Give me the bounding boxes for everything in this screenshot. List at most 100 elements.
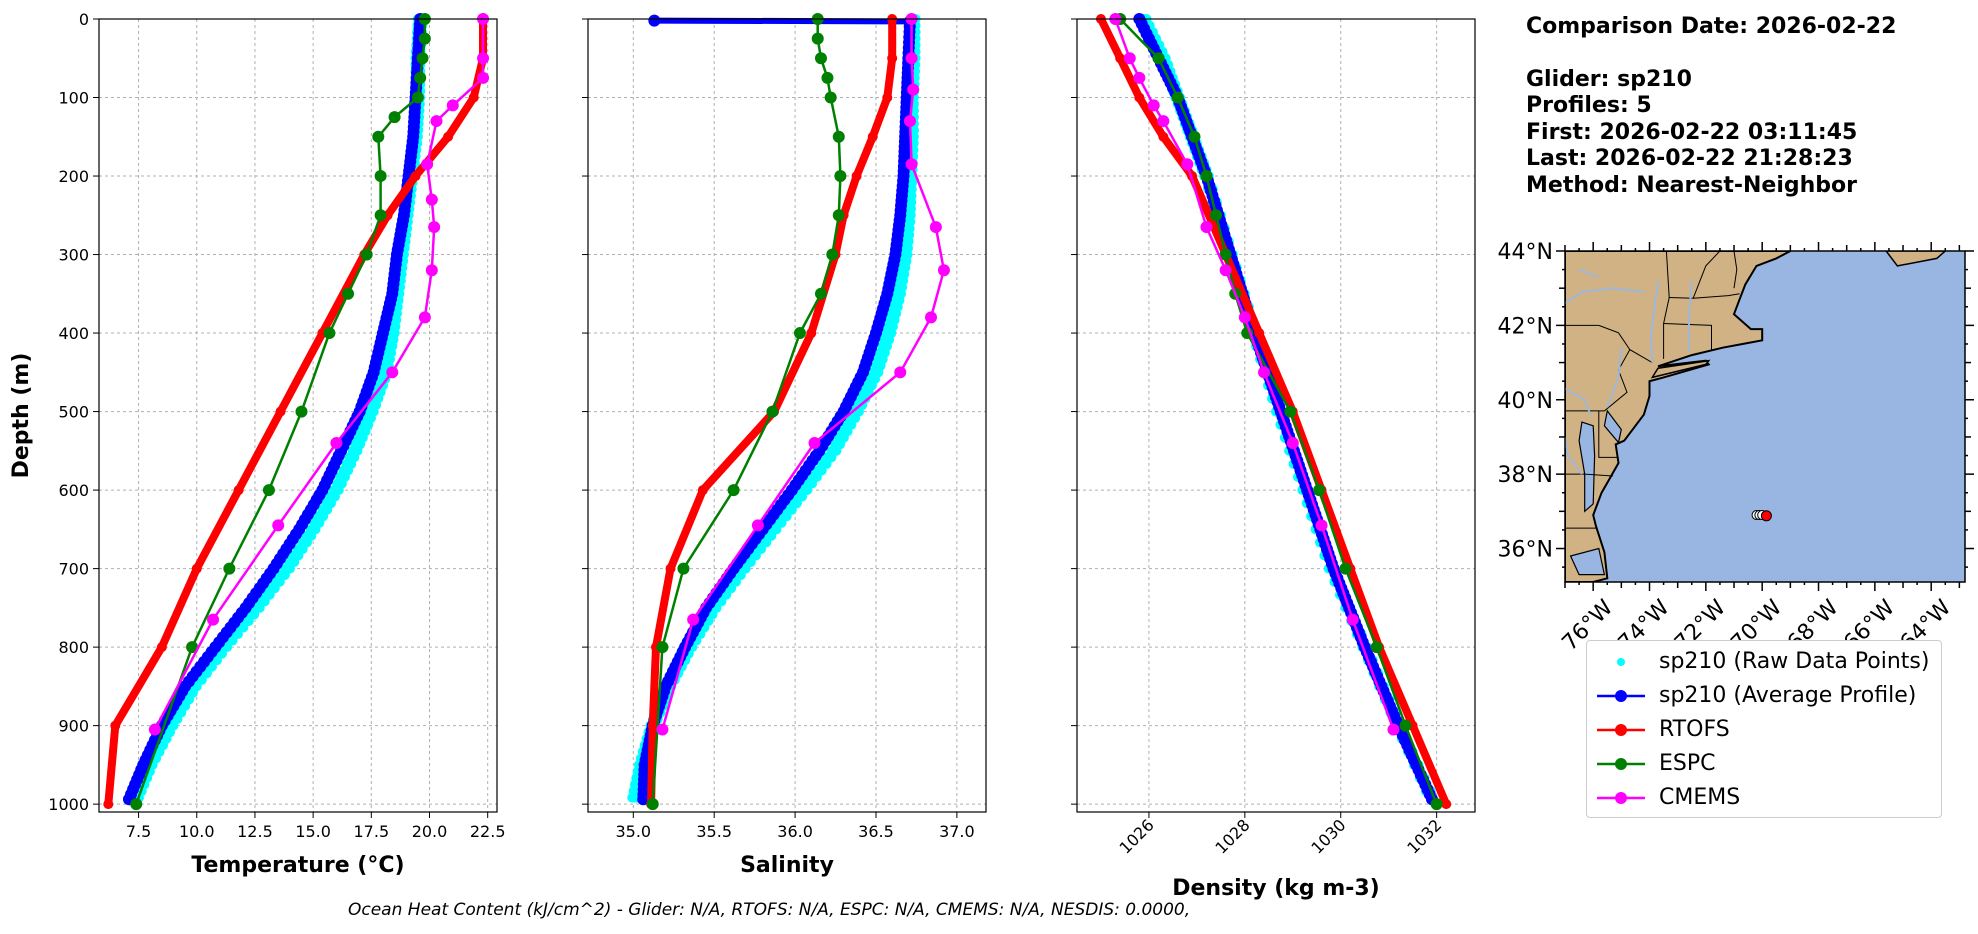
- series-cmems-marker: [1258, 366, 1271, 379]
- legend: sp210 (Raw Data Points) sp210 (Average Pr…: [1586, 640, 1942, 818]
- series-cmems-marker: [656, 723, 669, 736]
- series-cmems-marker: [751, 519, 764, 532]
- x-tick-label: 1026: [1116, 815, 1158, 857]
- series-espc-marker: [418, 32, 431, 45]
- state-border: [1565, 473, 1613, 477]
- state-border: [1669, 293, 1740, 299]
- series-espc-marker: [824, 91, 837, 104]
- series-rtofs-marker: [1441, 799, 1452, 810]
- series-espc-marker: [342, 287, 355, 300]
- river: [1565, 387, 1592, 415]
- series-rtofs-marker: [1115, 53, 1126, 64]
- series-rtofs-marker: [882, 92, 893, 103]
- profile-series-group: [1095, 13, 1452, 811]
- legend-swatch: [1597, 758, 1645, 770]
- river: [1565, 287, 1645, 304]
- river: [1649, 280, 1659, 363]
- x-tick-label: 17.5: [354, 822, 390, 841]
- series-espc-marker: [1284, 405, 1297, 418]
- x-tick-label: 37.0: [939, 822, 975, 841]
- x-tick-label: 36.0: [777, 822, 813, 841]
- series-rtofs-marker: [156, 642, 167, 653]
- series-cmems-marker: [1238, 311, 1251, 324]
- x-axis-label: Salinity: [740, 853, 834, 878]
- series-cmems-marker: [207, 613, 220, 626]
- state-border: [1565, 349, 1631, 412]
- map-frame: [1564, 250, 1966, 583]
- x-tick-label: 12.5: [237, 822, 273, 841]
- series-cmems-marker: [907, 83, 920, 96]
- series-rtofs-marker: [1254, 328, 1265, 339]
- series-cmems-marker: [1286, 436, 1299, 449]
- series-espc-marker: [1339, 562, 1352, 575]
- series-cmems-marker: [421, 158, 434, 171]
- series-espc-marker: [811, 32, 824, 45]
- series-cmems-marker: [418, 311, 431, 324]
- state-border: [1663, 297, 1670, 324]
- location-map: 44°N42°N40°N38°N36°N76°W74°W72°W70°W68°W…: [1498, 240, 1974, 656]
- series-espc-marker: [656, 641, 669, 654]
- x-axis-label: Temperature (°C): [191, 853, 404, 878]
- series-espc-marker: [1219, 248, 1232, 261]
- series-cmems-marker: [1219, 264, 1232, 277]
- series-sp210-average-profile--marker: [648, 14, 661, 27]
- glider-name: Glider: sp210: [1526, 66, 1692, 92]
- series-cmems-marker: [1123, 52, 1136, 65]
- profile-panel-2: 35.0 35.5 36.0 36.5 37.0 Salinity: [582, 13, 987, 878]
- series-rtofs-marker: [233, 485, 244, 496]
- series-rtofs-marker: [275, 406, 286, 417]
- legend-dot: [1617, 658, 1625, 666]
- axes-frame: [587, 18, 987, 813]
- x-tick-label: 15.0: [295, 822, 331, 841]
- series-espc-marker: [832, 209, 845, 222]
- x-tick-label: 35.0: [615, 822, 651, 841]
- profile-count: Profiles: 5: [1526, 93, 1652, 118]
- first-time: First: 2026-02-22 03:11:45: [1526, 119, 1858, 145]
- y-tick-label: 500: [58, 403, 89, 422]
- series-cmems-marker: [905, 52, 918, 65]
- series-cmems-marker: [272, 519, 285, 532]
- series-espc-marker: [372, 130, 385, 143]
- series-cmems-marker: [1346, 613, 1359, 626]
- series-espc-marker: [323, 327, 336, 340]
- series-cmems-marker: [428, 221, 441, 234]
- series-rtofs-marker: [443, 131, 454, 142]
- y-tick-label: 200: [58, 167, 89, 186]
- series-cmems-marker: [1200, 221, 1213, 234]
- x-tick-label: 36.5: [858, 822, 894, 841]
- series-cmems-marker: [477, 71, 490, 84]
- legend-item: CMEMS: [1587, 781, 1941, 815]
- footer-text: Ocean Heat Content (kJ/cm^2) - Glider: N…: [348, 900, 1191, 920]
- series-espc-marker: [814, 52, 827, 65]
- series-rtofs-marker: [410, 171, 421, 182]
- long-island: [1650, 359, 1711, 379]
- series-cmems-marker: [1157, 115, 1170, 128]
- series-espc-marker: [1152, 52, 1165, 65]
- legend-item: sp210 (Average Profile): [1587, 679, 1941, 713]
- series-cmems-marker: [446, 99, 459, 112]
- series-espc-line: [651, 19, 842, 805]
- series-cmems-marker: [905, 158, 918, 171]
- series-cmems-marker: [903, 115, 916, 128]
- series-espc-marker: [677, 562, 690, 575]
- series-cmems-marker: [425, 193, 438, 206]
- x-tick-label: 1030: [1307, 815, 1349, 857]
- legend-label: sp210 (Raw Data Points): [1659, 649, 1930, 674]
- series-espc-marker: [374, 170, 387, 183]
- series-espc-marker: [411, 91, 424, 104]
- series-espc-marker: [814, 287, 827, 300]
- last-time: Last: 2026-02-22 21:28:23: [1526, 146, 1853, 171]
- state-border: [1663, 323, 1712, 350]
- y-tick-label: 800: [58, 638, 89, 657]
- series-cmems-marker: [477, 52, 490, 65]
- series-espc-marker: [360, 248, 373, 261]
- series-rtofs-marker: [697, 485, 708, 496]
- series-cmems-marker: [808, 436, 821, 449]
- y-tick-label: 400: [58, 324, 89, 343]
- y-tick-label: 900: [58, 717, 89, 736]
- y-tick-label: 700: [58, 560, 89, 579]
- series-cmems-marker: [687, 613, 700, 626]
- legend-swatch: [1597, 724, 1645, 736]
- legend-swatch: [1597, 690, 1645, 702]
- series-espc-marker: [646, 798, 659, 811]
